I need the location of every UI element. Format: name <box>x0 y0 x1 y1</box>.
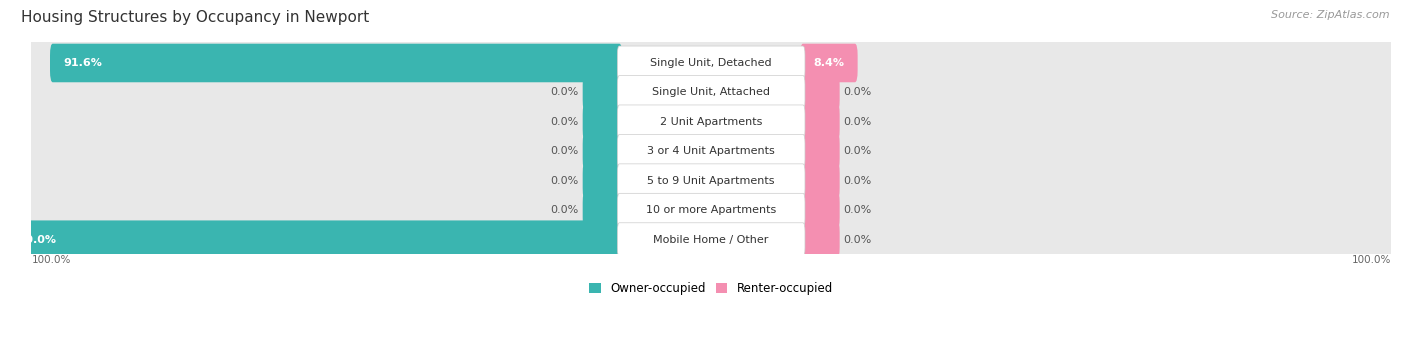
Text: Housing Structures by Occupancy in Newport: Housing Structures by Occupancy in Newpo… <box>21 10 370 25</box>
FancyBboxPatch shape <box>617 223 806 256</box>
FancyBboxPatch shape <box>617 76 806 109</box>
Text: 0.0%: 0.0% <box>844 205 872 215</box>
Text: 0.0%: 0.0% <box>844 117 872 127</box>
Text: 0.0%: 0.0% <box>844 146 872 156</box>
Text: 0.0%: 0.0% <box>550 176 579 186</box>
Legend: Owner-occupied, Renter-occupied: Owner-occupied, Renter-occupied <box>589 282 832 295</box>
Text: 0.0%: 0.0% <box>550 205 579 215</box>
FancyBboxPatch shape <box>28 126 1395 177</box>
FancyBboxPatch shape <box>800 161 839 200</box>
Text: 10 or more Apartments: 10 or more Apartments <box>645 205 776 215</box>
Text: Mobile Home / Other: Mobile Home / Other <box>654 235 769 245</box>
FancyBboxPatch shape <box>800 73 839 112</box>
Text: 8.4%: 8.4% <box>814 58 845 68</box>
FancyBboxPatch shape <box>800 221 839 259</box>
FancyBboxPatch shape <box>800 103 839 141</box>
Text: 0.0%: 0.0% <box>550 88 579 97</box>
Text: 0.0%: 0.0% <box>844 235 872 245</box>
FancyBboxPatch shape <box>617 105 806 139</box>
FancyBboxPatch shape <box>582 73 621 112</box>
FancyBboxPatch shape <box>582 191 621 229</box>
FancyBboxPatch shape <box>28 37 1395 89</box>
FancyBboxPatch shape <box>617 46 806 80</box>
FancyBboxPatch shape <box>800 191 839 229</box>
Text: 0.0%: 0.0% <box>550 146 579 156</box>
FancyBboxPatch shape <box>617 164 806 198</box>
Text: Single Unit, Attached: Single Unit, Attached <box>652 88 770 97</box>
FancyBboxPatch shape <box>28 67 1395 118</box>
FancyBboxPatch shape <box>800 44 858 82</box>
Text: 0.0%: 0.0% <box>550 117 579 127</box>
FancyBboxPatch shape <box>28 214 1395 265</box>
Text: 3 or 4 Unit Apartments: 3 or 4 Unit Apartments <box>647 146 775 156</box>
FancyBboxPatch shape <box>0 221 621 259</box>
Text: 100.0%: 100.0% <box>1351 255 1391 265</box>
FancyBboxPatch shape <box>617 134 806 168</box>
FancyBboxPatch shape <box>28 155 1395 207</box>
FancyBboxPatch shape <box>28 96 1395 148</box>
FancyBboxPatch shape <box>800 132 839 171</box>
FancyBboxPatch shape <box>582 132 621 171</box>
Text: Single Unit, Detached: Single Unit, Detached <box>651 58 772 68</box>
FancyBboxPatch shape <box>582 161 621 200</box>
Text: 0.0%: 0.0% <box>844 176 872 186</box>
Text: 5 to 9 Unit Apartments: 5 to 9 Unit Apartments <box>647 176 775 186</box>
FancyBboxPatch shape <box>582 103 621 141</box>
Text: 100.0%: 100.0% <box>31 255 70 265</box>
Text: 91.6%: 91.6% <box>63 58 101 68</box>
Text: 2 Unit Apartments: 2 Unit Apartments <box>659 117 762 127</box>
FancyBboxPatch shape <box>28 184 1395 236</box>
Text: 100.0%: 100.0% <box>11 235 58 245</box>
Text: 0.0%: 0.0% <box>844 88 872 97</box>
FancyBboxPatch shape <box>51 44 621 82</box>
Text: Source: ZipAtlas.com: Source: ZipAtlas.com <box>1271 10 1389 20</box>
FancyBboxPatch shape <box>617 193 806 227</box>
